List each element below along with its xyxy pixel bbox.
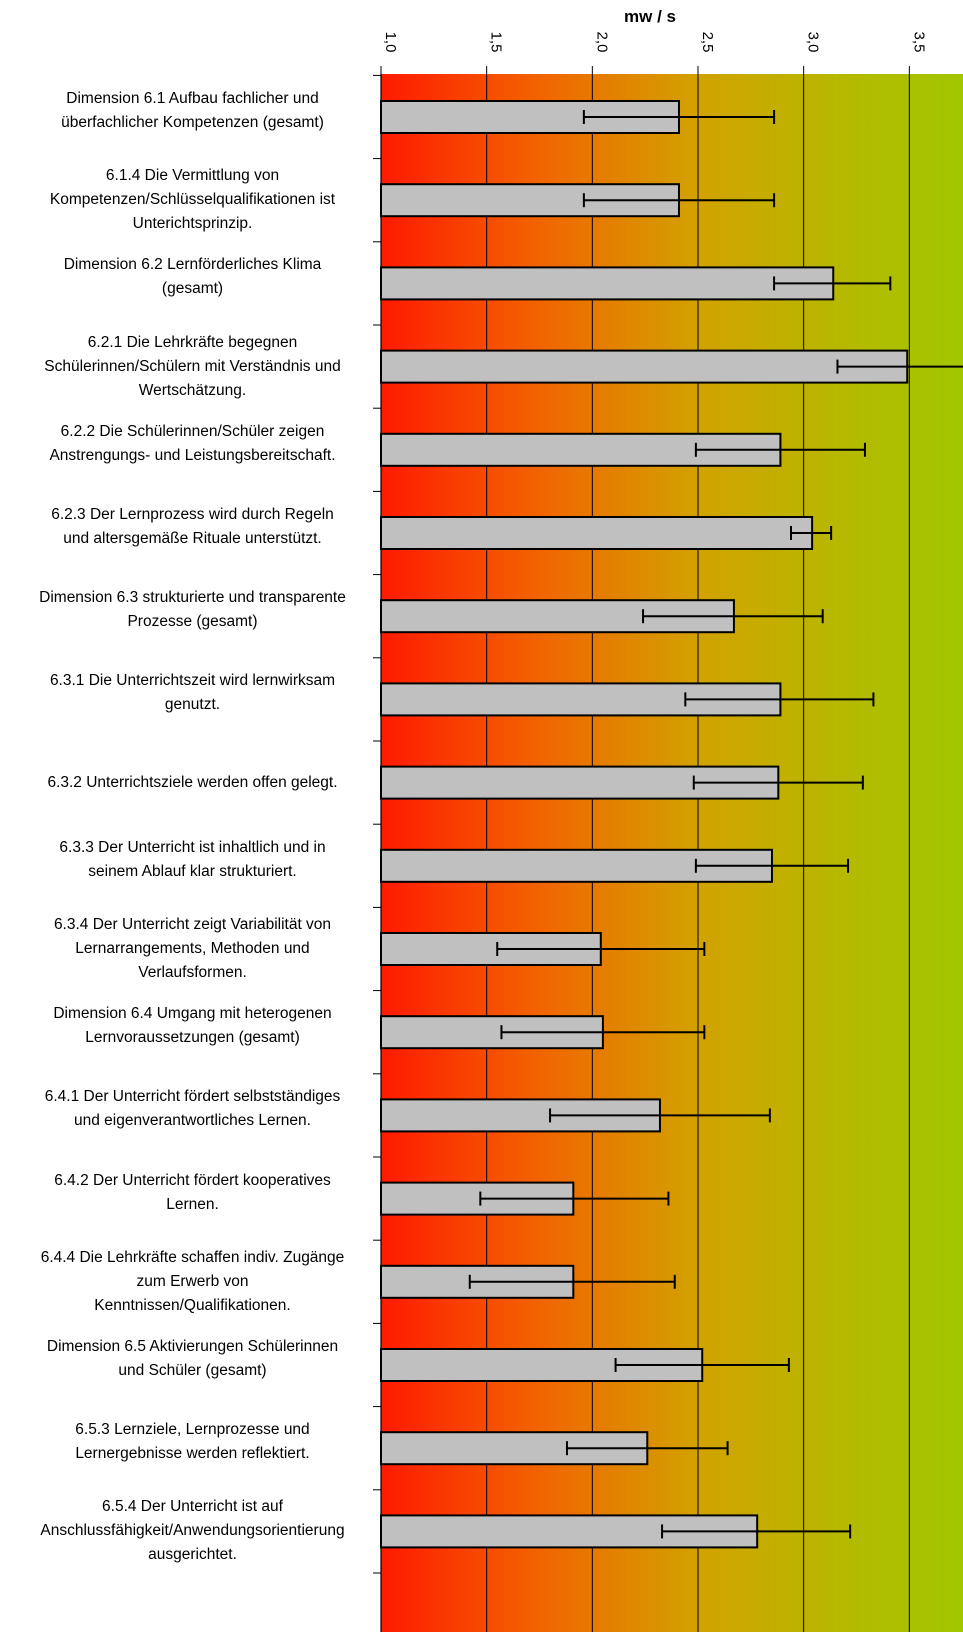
category-label: Dimension 6.2 Lernförderliches Klima (ges… (4, 253, 381, 301)
category-label-line: Dimension 6.4 Umgang mit heterogenen (53, 1005, 332, 1023)
category-label-line: Lernen. (166, 1195, 219, 1213)
error-bar (661, 1524, 852, 1539)
category-label: 6.4.4 Die Lehrkräfte schaffen indiv. Zug… (4, 1246, 381, 1318)
category-label: Dimension 6.5 Aktivierungen Schülerinnen… (4, 1335, 381, 1383)
error-bar (565, 1441, 729, 1456)
category-label: 6.1.4 Die Vermittlung von Kompetenzen/Sch… (4, 164, 381, 236)
category-label-line: Kenntnissen/Qualifikationen. (94, 1296, 291, 1314)
category-label-line: 6.3.3 Der Unterricht ist inhaltlich und … (59, 838, 326, 856)
category-label-line: 6.3.2 Unterrichtsziele werden offen gele… (47, 773, 338, 791)
category-label-line: und Schüler (gesamt) (118, 1362, 267, 1379)
bar (380, 516, 814, 550)
error-bar (694, 442, 866, 457)
error-bar (496, 942, 706, 956)
category-label-line: 6.3.1 Die Unterrichtszeit wird lernwirks… (49, 672, 336, 690)
category-label-line: Kompetenzen/Schlüsselqualifikationen ist (49, 191, 336, 209)
y-axis (373, 74, 382, 1632)
category-label-line: (gesamt) (161, 280, 224, 298)
tick-label: 3,0 (805, 32, 822, 53)
error-bar (694, 858, 850, 873)
error-bar (582, 193, 776, 208)
category-label-line: 6.4.4 Die Lehrkräfte schaffen indiv. Zug… (40, 1248, 345, 1266)
category-label-line: genutzt. (164, 696, 221, 714)
bar (380, 266, 835, 301)
category-label-line: 6.5.4 Der Unterricht ist auf (102, 1498, 283, 1516)
category-label-line: 6.4.1 Der Unterricht fördert selbstständ… (44, 1088, 341, 1106)
category-label-line: Lernergebnisse werden reflektiert. (75, 1445, 310, 1463)
category-label-line: Dimension 6.1 Aufbau fachlicher und (66, 90, 319, 107)
category-label-line: Anschlussfähigkeit/Anwendungsorientierun… (40, 1522, 345, 1540)
category-label-line: und eigenverantwortliches Lernen. (74, 1112, 311, 1130)
error-bar (500, 1025, 706, 1040)
category-label-line: seinem Ablauf klar strukturiert. (88, 862, 297, 880)
category-label-line: Dimension 6.3 strukturierte und transpar… (39, 589, 346, 607)
category-label: 6.5.4 Der Unterricht ist auf Anschlussfäh… (4, 1495, 381, 1567)
chart-title: mw / s (624, 7, 676, 26)
category-label-line: 6.4.2 Der Unterricht fördert kooperative… (54, 1171, 331, 1189)
error-bar (614, 1358, 790, 1372)
bar (380, 349, 909, 384)
category-label: 6.4.2 Der Unterricht fördert kooperative… (4, 1169, 381, 1217)
error-bar (479, 1191, 670, 1206)
category-label: Dimension 6.3 strukturierte und transpar… (4, 586, 381, 634)
category-label-line: Dimension 6.2 Lernförderliches Klima (63, 256, 322, 274)
tick-label: 3,5 (910, 32, 927, 53)
error-bar (773, 276, 892, 291)
category-label-line: überfachlicher Kompetenzen (gesamt) (61, 114, 324, 131)
category-label: 6.4.1 Der Unterricht fördert selbstständ… (4, 1085, 381, 1133)
error-bar (642, 609, 824, 624)
category-label-line: Wertschätzung. (138, 381, 247, 399)
category-label-line: ausgerichtet. (148, 1546, 237, 1564)
category-label: 6.2.1 Die Lehrkräfte begegnen Schülerinne… (4, 331, 381, 403)
category-label: 6.5.3 Lernziele, Lernprozesse und Lernerg… (4, 1418, 381, 1466)
category-label-line: Schülerinnen/Schülern mit Verständnis un… (44, 357, 341, 375)
category-label: 6.3.4 Der Unterricht zeigt Variabilität … (4, 913, 381, 985)
category-label-line: Lernvoraussetzungen (gesamt) (85, 1029, 300, 1047)
error-bars (468, 110, 963, 1539)
error-bar (789, 526, 833, 540)
category-label: Dimension 6.1 Aufbau fachlicher und überf… (4, 87, 381, 135)
tick-label: 1,5 (488, 32, 505, 53)
category-label-line: Verlaufsformen. (138, 964, 247, 981)
category-label: 6.2.3 Der Lernprozess wird durch Regeln u… (4, 503, 381, 551)
category-label-line: Prozesse (gesamt) (127, 613, 258, 631)
category-label-line: 6.5.3 Lernziele, Lernprozesse und (75, 1421, 310, 1439)
category-label-line: Dimension 6.5 Aktivierungen Schülerinnen (46, 1338, 339, 1355)
tick-label: 2,0 (593, 32, 610, 53)
error-bar (692, 775, 864, 790)
x-axis-ticks: 1,01,52,02,53,03,54,0 (380, 32, 927, 74)
tick-label: 1,0 (382, 32, 399, 53)
error-bar (582, 110, 776, 124)
tick-label: 2,5 (699, 32, 716, 53)
category-label-line: Anstrengungs- und Leistungsbereitschaft. (49, 446, 336, 464)
error-bar (684, 692, 875, 707)
category-label-line: 6.3.4 Der Unterricht zeigt Variabilität … (53, 916, 332, 933)
category-label-line: und altersgemäße Rituale unterstützt. (63, 530, 322, 547)
category-label-line: zum Erwerb von (136, 1272, 249, 1290)
category-label: Dimension 6.4 Umgang mit heterogenen Lern… (4, 1002, 381, 1050)
category-label-line: 6.2.2 Die Schülerinnen/Schüler zeigen (60, 422, 325, 440)
category-label-line: Unterichtsprinzip. (132, 215, 253, 233)
category-label-line: 6.2.3 Der Lernprozess wird durch Regeln (51, 506, 334, 523)
category-label: 6.3.1 Die Unterrichtszeit wird lernwirks… (4, 669, 381, 717)
error-bar (549, 1108, 771, 1123)
category-label-line: 6.1.4 Die Vermittlung von (105, 167, 280, 185)
category-label: 6.3.2 Unterrichtsziele werden offen gele… (4, 771, 381, 795)
category-label: 6.2.2 Die Schülerinnen/Schüler zeigen Ans… (4, 420, 381, 468)
category-label-line: Lernarrangements, Methoden und (75, 940, 310, 957)
category-label-line: 6.2.1 Die Lehrkräfte begegnen (87, 333, 298, 351)
category-label: 6.3.3 Der Unterricht ist inhaltlich und … (4, 836, 381, 884)
error-bar (836, 359, 963, 374)
error-bar (468, 1274, 676, 1289)
